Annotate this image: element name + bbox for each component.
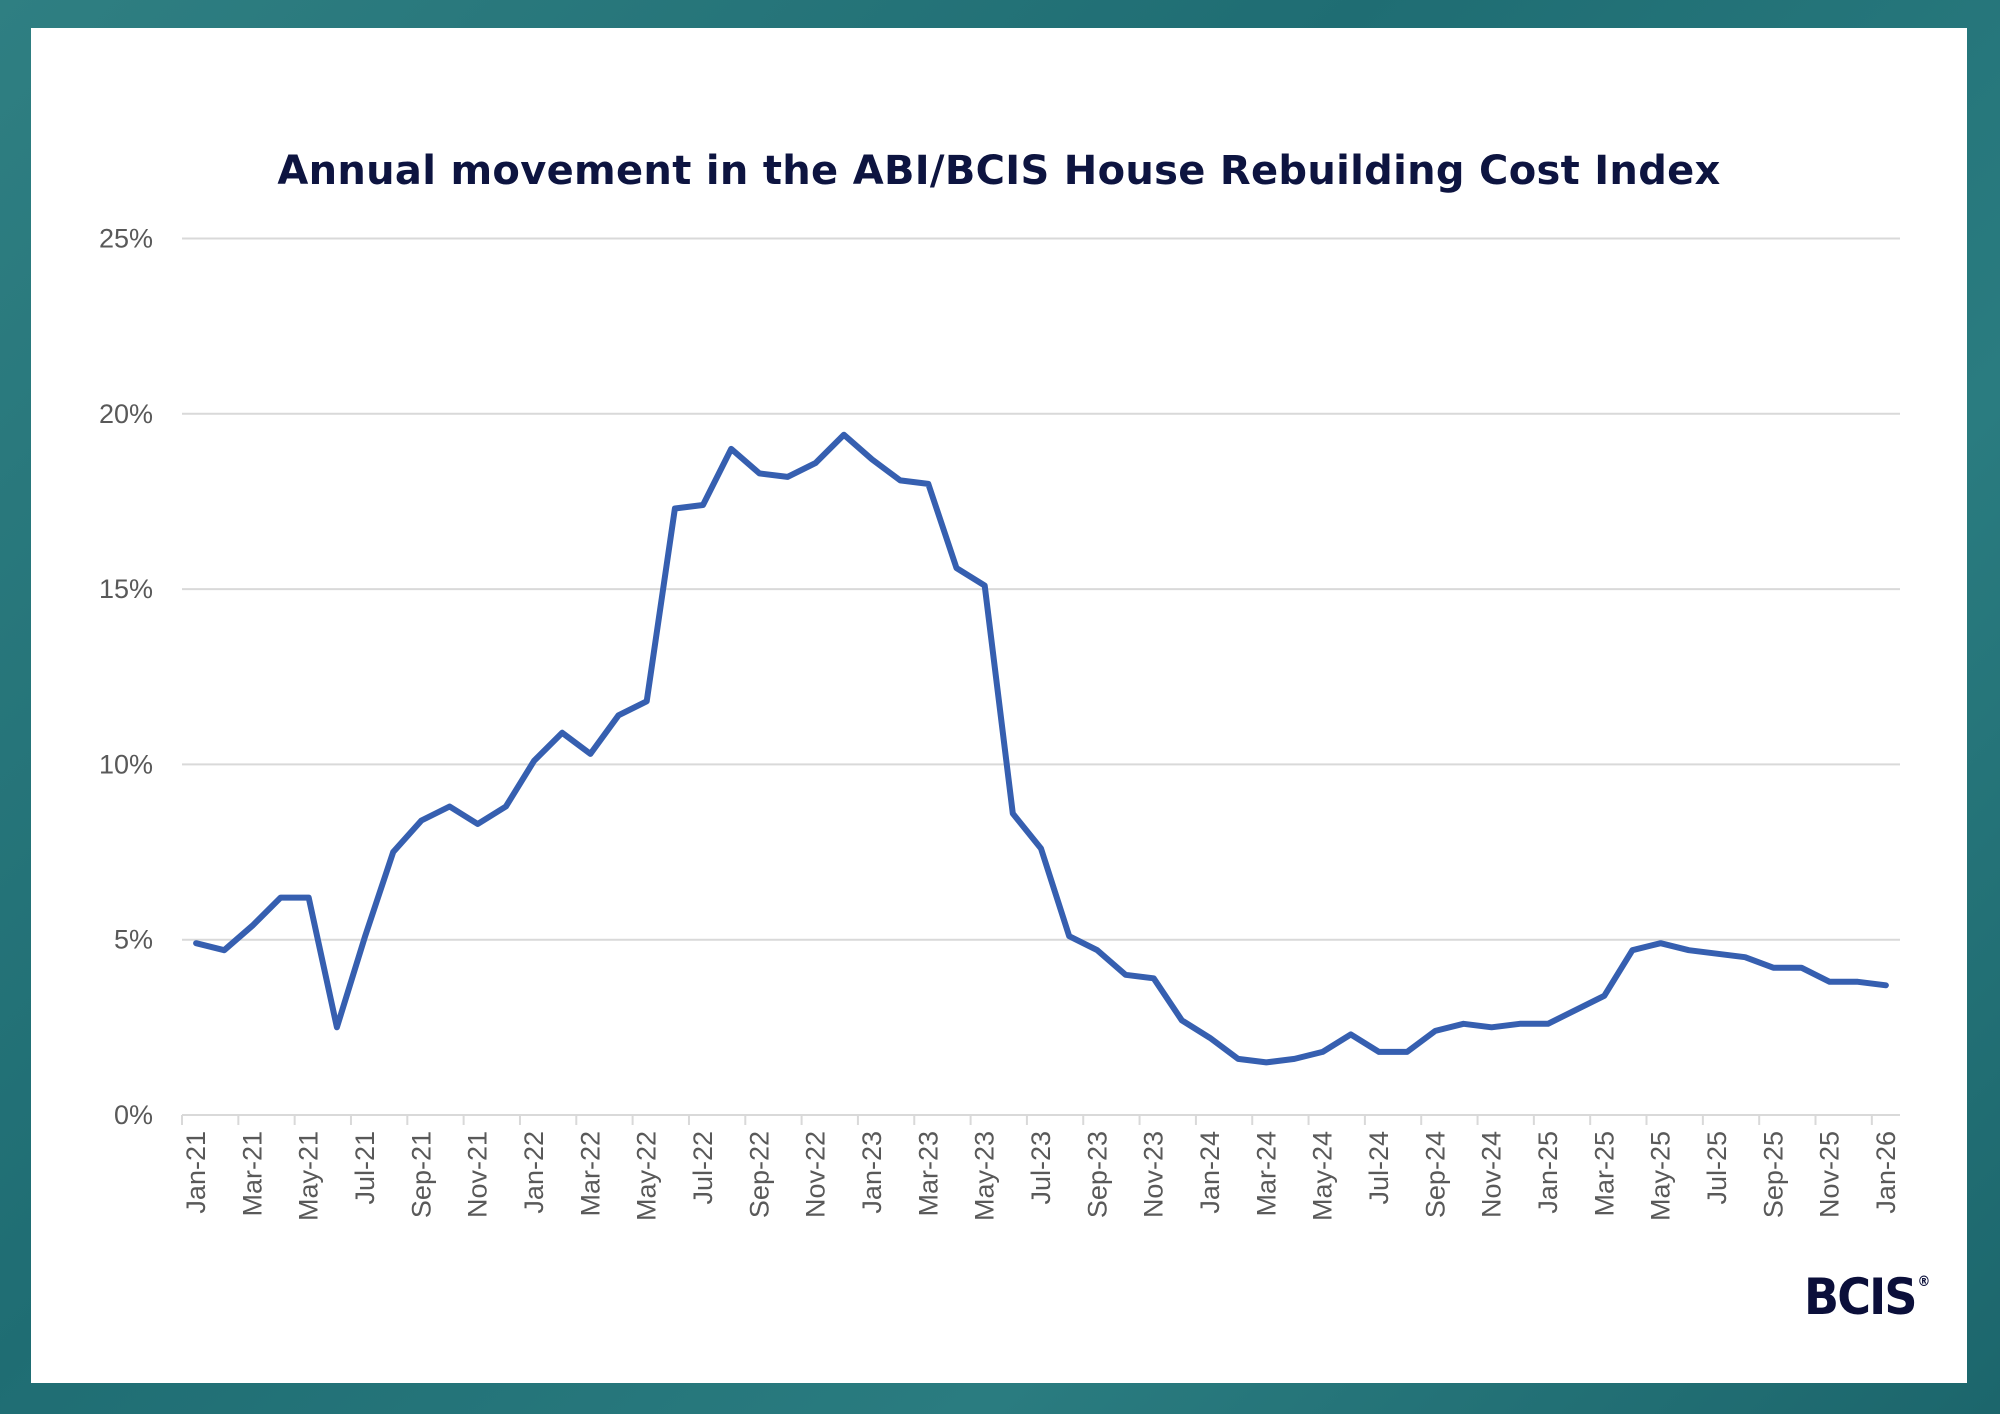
x-tick-label: Jul-21: [350, 1131, 380, 1205]
chart-title: Annual movement in the ABI/BCIS House Re…: [277, 148, 1721, 194]
x-tick-label: Sep-23: [1082, 1131, 1112, 1218]
y-tick-label: 0%: [114, 1100, 153, 1130]
x-tick-label: Jan-21: [181, 1131, 211, 1214]
y-tick-label: 15%: [99, 574, 153, 604]
x-tick-label: Sep-25: [1758, 1131, 1788, 1218]
x-tick-label: Jul-24: [1364, 1131, 1394, 1205]
y-tick-label: 5%: [114, 925, 153, 955]
x-tick-label: May-24: [1308, 1131, 1338, 1221]
x-tick-label: Mar-23: [913, 1131, 943, 1217]
x-tick-label: Sep-24: [1420, 1131, 1450, 1218]
y-tick-label: 20%: [99, 399, 153, 429]
x-tick-label: Mar-24: [1251, 1131, 1281, 1217]
x-tick-label: Jan-25: [1533, 1131, 1563, 1214]
x-tick-label: Jul-23: [1026, 1131, 1056, 1205]
x-tick-label: Nov-23: [1139, 1131, 1169, 1218]
x-tick-label: Nov-22: [801, 1131, 831, 1218]
x-tick-label: May-23: [970, 1131, 1000, 1221]
x-tick-label: Jan-26: [1871, 1131, 1901, 1214]
x-tick-label: Jul-22: [688, 1131, 718, 1205]
logo-registered-mark: ®: [1917, 1274, 1931, 1290]
bcis-logo: BCIS ®: [1804, 1268, 1930, 1326]
series-line: [193, 431, 1889, 1066]
x-tick-label: Mar-25: [1589, 1131, 1619, 1217]
x-tick-label: Nov-25: [1815, 1131, 1845, 1218]
y-tick-label: 25%: [99, 224, 153, 254]
x-tick-label: May-22: [632, 1131, 662, 1221]
x-tick-label: Sep-22: [744, 1131, 774, 1218]
x-tick-label: Sep-21: [406, 1131, 436, 1218]
x-tick-label: May-25: [1646, 1131, 1676, 1221]
x-tick-label: Jul-25: [1702, 1131, 1732, 1205]
logo-text: BCIS: [1804, 1268, 1918, 1326]
x-tick-label: Jan-23: [857, 1131, 887, 1214]
x-tick-label: Jan-24: [1195, 1131, 1225, 1214]
x-tick-label: Mar-21: [237, 1131, 267, 1217]
x-tick-label: Nov-21: [463, 1131, 493, 1218]
x-tick-label: May-21: [294, 1131, 324, 1221]
x-tick-label: Nov-24: [1477, 1131, 1507, 1218]
y-tick-label: 10%: [99, 749, 153, 779]
x-tick-label: Jan-22: [519, 1131, 549, 1214]
x-tick-label: Mar-22: [575, 1131, 605, 1217]
